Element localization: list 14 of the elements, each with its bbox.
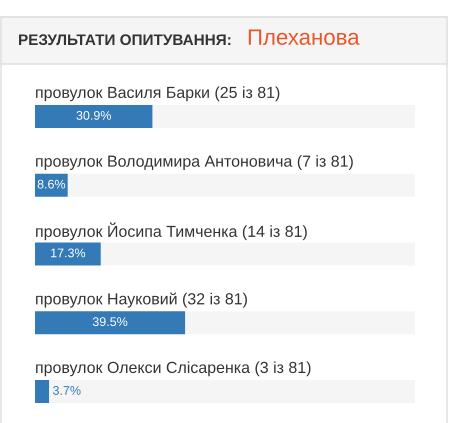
- chart-title: РЕЗУЛЬТАТИ ОПИТУВАННЯ:: [19, 34, 230, 46]
- y-tick-label: провулок Йосипа Тимченка (14 із 81): [36, 222, 307, 240]
- bar: [35, 242, 101, 266]
- data-label: 8.6%: [38, 180, 66, 189]
- y-tick-label: провулок Володимира Антоновича (7 із 81): [36, 155, 353, 170]
- bar: [35, 380, 50, 404]
- y-tick-label: провулок Науковий (32 із 81): [36, 292, 247, 308]
- data-label: 39.5%: [92, 317, 128, 326]
- y-tick-label: провулок Олекси Слісаренка (3 із 81): [36, 361, 311, 376]
- y-tick-label: провулок Василя Барки (25 із 81): [36, 86, 280, 102]
- data-label: 30.9%: [76, 110, 111, 120]
- chart-subtitle: Плеханова: [248, 29, 360, 45]
- data-label: 17.3%: [51, 248, 86, 258]
- data-label: 3.7%: [53, 386, 81, 395]
